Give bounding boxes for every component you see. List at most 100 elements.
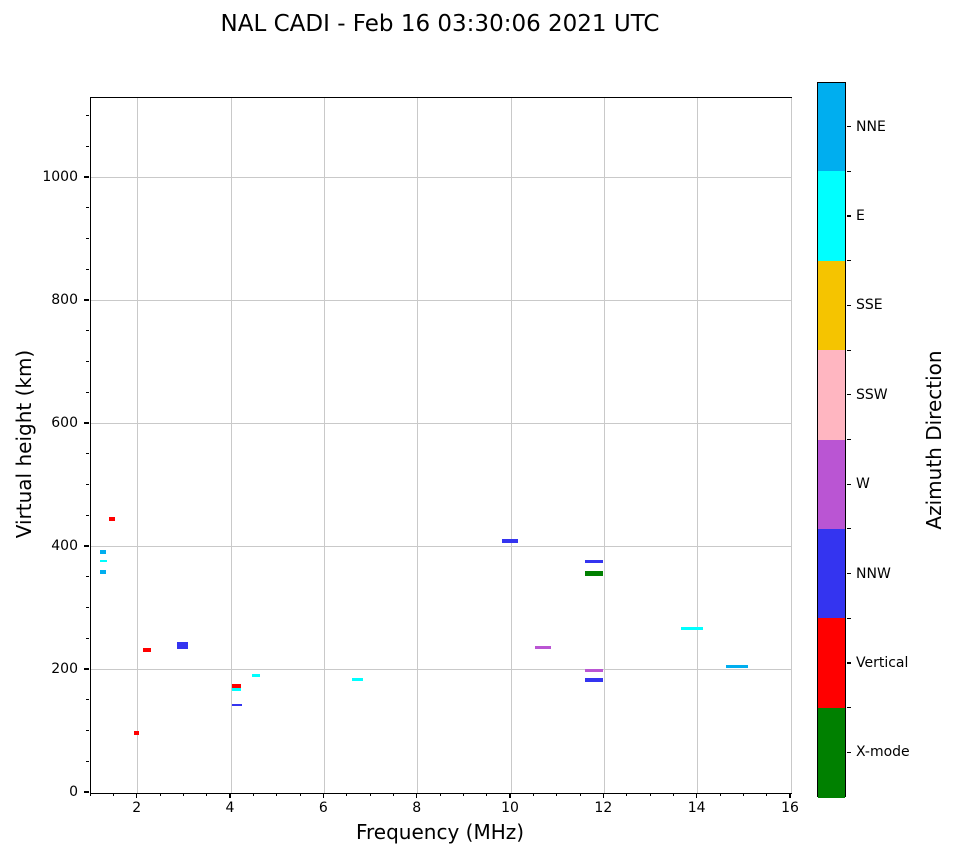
plot-area [90,97,792,794]
x-minor-tick [206,793,208,796]
x-minor-tick [462,793,464,796]
y-tick-label: 200 [51,660,78,677]
x-tick-label: 10 [501,800,519,816]
y-minor-tick [86,453,89,455]
data-point [232,688,242,692]
colorbar-segment-w [818,439,845,530]
y-minor-tick [86,145,89,147]
data-point [535,646,552,650]
x-minor-tick [182,793,184,796]
y-minor-tick [86,207,89,209]
colorbar-boundary-tick [847,349,851,351]
x-gridline [230,98,232,793]
y-gridline [91,300,791,302]
x-minor-tick [532,793,534,796]
y-minor-tick [86,514,89,516]
x-tick-label: 16 [781,800,799,816]
data-point [501,538,518,543]
colorbar-category-tick [847,126,851,128]
data-point [100,549,107,554]
y-minor-tick [86,606,89,608]
y-gridline [91,423,791,425]
x-minor-tick [579,793,581,796]
azimuth-colorbar [817,82,846,798]
data-point [99,560,107,563]
colorbar-segment-x-mode [818,707,845,798]
colorbar-category-label: SSE [856,297,883,314]
x-gridline [790,98,792,793]
colorbar-category-tick [847,662,851,664]
colorbar-segment-nne [818,83,845,174]
x-tick-label: 4 [225,800,235,816]
x-major-tick [696,793,698,798]
x-minor-tick [346,793,348,796]
data-point [351,678,363,682]
data-point [176,641,188,649]
y-gridline [91,546,791,548]
colorbar-segment-nnw [818,528,845,620]
colorbar-segment-vertical [818,618,845,709]
y-minor-tick [86,760,89,762]
data-point [251,674,260,678]
y-major-tick [84,422,89,424]
x-minor-tick [649,793,651,796]
y-minor-tick [86,637,89,639]
x-minor-tick [89,793,91,796]
x-gridline [323,98,325,793]
x-minor-tick [392,793,394,796]
y-minor-tick [86,483,89,485]
data-point [133,730,139,735]
y-minor-tick [86,699,89,701]
x-tick-label: 6 [318,800,328,816]
x-minor-tick [672,793,674,796]
x-gridline [510,98,512,793]
colorbar-axis-label: Azimuth Direction [922,350,946,530]
x-major-tick [322,793,324,798]
y-minor-tick [86,576,89,578]
x-minor-tick [439,793,441,796]
data-point [585,678,604,683]
x-major-tick [789,793,791,798]
x-minor-tick [486,793,488,796]
y-tick-label: 1000 [42,168,78,185]
y-major-tick [84,668,89,670]
colorbar-boundary-tick [847,617,851,619]
y-tick-label: 600 [51,414,78,431]
colorbar-boundary-tick [847,438,851,441]
data-point [681,626,704,630]
colorbar-category-tick [847,394,851,396]
y-minor-tick [86,268,89,270]
y-gridline [91,669,791,671]
colorbar-category-tick [847,483,851,485]
x-major-tick [229,793,231,798]
x-minor-tick [719,793,721,796]
data-point [109,517,115,522]
colorbar-category-tick [847,751,851,753]
x-minor-tick [299,793,301,796]
colorbar-boundary-tick [847,260,851,262]
data-point [231,704,242,707]
colorbar-segment-e [818,171,845,262]
x-minor-tick [159,793,161,796]
y-axis-label: Virtual height (km) [12,349,36,539]
colorbar-category-label: E [856,208,865,225]
y-minor-tick [86,114,89,116]
x-minor-tick [766,793,768,796]
colorbar-segment-sse [818,260,845,352]
y-tick-label: 0 [69,784,78,800]
colorbar-category-label: SSW [856,386,888,403]
colorbar-boundary-tick [847,707,851,709]
y-minor-tick [86,330,89,332]
colorbar-category-label: NNW [856,565,891,582]
data-point [100,569,107,574]
x-tick-label: 14 [687,800,706,816]
x-gridline [137,98,139,793]
y-major-tick [84,791,89,793]
data-point [232,683,242,688]
colorbar-category-label: X-mode [856,744,910,761]
x-gridline [697,98,699,793]
x-tick-label: 2 [132,800,142,816]
y-major-tick [84,176,89,178]
colorbar-category-label: NNE [856,118,886,135]
